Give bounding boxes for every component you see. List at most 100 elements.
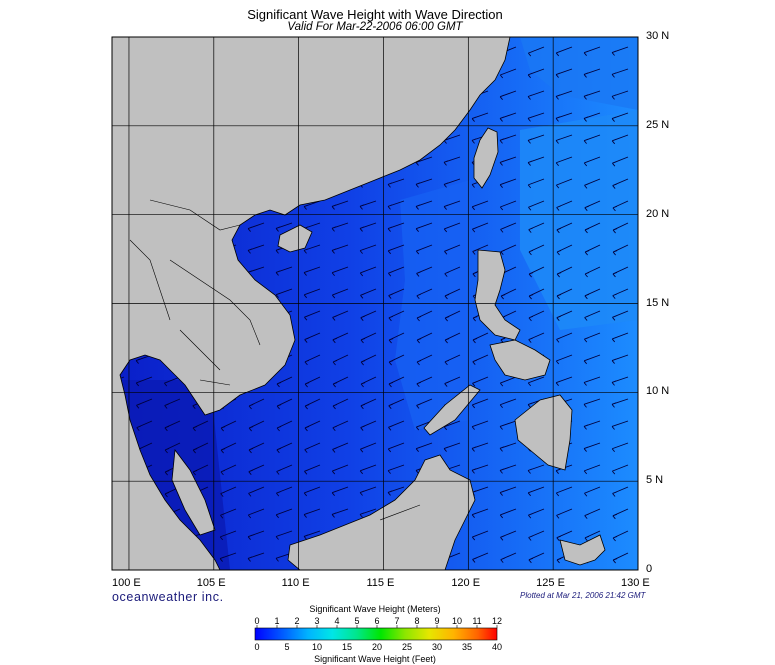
lon-label: 110 E bbox=[281, 577, 310, 589]
wave-arrow bbox=[248, 398, 265, 410]
wave-arrow bbox=[444, 376, 461, 387]
lat-label: 0 bbox=[646, 563, 653, 575]
wave-band-mid bbox=[395, 180, 470, 430]
wave-arrow bbox=[416, 266, 433, 277]
wave-arrow bbox=[275, 288, 293, 298]
wave-arrow bbox=[276, 464, 293, 475]
wave-arrow bbox=[584, 200, 601, 211]
wave-arrow bbox=[499, 112, 517, 122]
map-subtitle: Valid For Mar-22-2006 06:00 GMT bbox=[287, 21, 463, 33]
wave-arrow bbox=[555, 376, 573, 386]
wave-arrow bbox=[275, 508, 293, 519]
wave-arrow bbox=[499, 376, 517, 387]
wave-arrow bbox=[248, 464, 265, 476]
wave-arrow bbox=[219, 530, 237, 541]
colorbar-meters-tick-label: 3 bbox=[314, 616, 320, 626]
wave-arrow bbox=[584, 486, 601, 497]
wave-arrow bbox=[331, 200, 349, 210]
wave-arrow bbox=[612, 178, 629, 189]
wave-arrow bbox=[192, 464, 209, 476]
colorbar-meters-tick-label: 4 bbox=[334, 616, 340, 626]
wave-arrow bbox=[527, 112, 545, 122]
wave-arrow bbox=[136, 398, 153, 409]
wave-arrow bbox=[220, 486, 237, 497]
wave-arrow bbox=[304, 464, 321, 475]
wave-arrow bbox=[275, 266, 293, 276]
wave-arrow bbox=[415, 244, 433, 255]
wave-arrow bbox=[500, 530, 517, 541]
wave-arrow bbox=[388, 266, 405, 277]
wave-arrow bbox=[219, 552, 237, 562]
wave-arrow bbox=[359, 266, 377, 277]
colorbar-feet-tick-label: 35 bbox=[461, 642, 473, 652]
wave-arrow bbox=[332, 354, 349, 366]
wave-arrow bbox=[527, 134, 545, 144]
wave-band-high-north bbox=[520, 37, 638, 110]
wave-arrow bbox=[471, 398, 489, 409]
wave-arrow bbox=[359, 508, 377, 518]
lat-label: 5 N bbox=[646, 474, 664, 487]
colorbar-feet-tick-label: 30 bbox=[431, 642, 443, 652]
colorbar-feet-tick-label: 25 bbox=[401, 642, 413, 652]
wave-arrow bbox=[583, 332, 601, 343]
colorbar-meters-tick-label: 9 bbox=[434, 616, 440, 626]
wave-arrow bbox=[163, 376, 181, 387]
wave-arrow bbox=[303, 486, 321, 497]
wave-arrow bbox=[332, 310, 349, 321]
wave-arrow bbox=[360, 398, 377, 410]
wave-arrow bbox=[584, 288, 601, 300]
wave-arrow bbox=[471, 530, 489, 541]
wave-arrow bbox=[388, 332, 405, 344]
wave-arrow bbox=[136, 420, 153, 431]
wave-arrow bbox=[471, 200, 489, 211]
lon-label: 125 E bbox=[536, 577, 565, 589]
colorbar-meters-tick-label: 10 bbox=[451, 616, 463, 626]
wave-arrow bbox=[499, 464, 517, 474]
lat-label: 20 N bbox=[646, 207, 670, 220]
wave-arrow bbox=[359, 244, 377, 254]
land-palawan bbox=[423, 384, 481, 436]
wave-arrow bbox=[416, 332, 433, 344]
wave-arrow bbox=[555, 178, 573, 189]
wave-arrow bbox=[443, 156, 461, 166]
plotted-timestamp: Plotted at Mar 21, 2006 21:42 GMT bbox=[520, 591, 646, 600]
wave-arrow bbox=[583, 112, 601, 122]
wave-arrow bbox=[331, 222, 349, 232]
wave-arrow bbox=[611, 420, 629, 430]
wave-arrow bbox=[499, 398, 517, 409]
wave-arrow bbox=[471, 222, 489, 233]
wave-arrow bbox=[220, 442, 237, 454]
wave-arrow bbox=[556, 332, 573, 343]
wave-arrow bbox=[612, 266, 629, 278]
wave-arrow bbox=[387, 486, 405, 496]
wave-arrow bbox=[360, 442, 377, 453]
wave-arrow bbox=[527, 68, 545, 79]
land-malay-peninsula bbox=[171, 448, 216, 536]
wave-arrow bbox=[471, 508, 489, 518]
wave-arrow bbox=[248, 442, 265, 454]
wave-arrow bbox=[527, 376, 545, 387]
wave-arrow bbox=[612, 552, 629, 564]
wave-arrow bbox=[528, 244, 545, 256]
wave-arrow bbox=[528, 200, 545, 211]
wave-arrow bbox=[611, 46, 629, 56]
colorbar-gradient bbox=[254, 627, 498, 641]
wave-arrow bbox=[276, 442, 293, 454]
colorbar-feet-tick-label: 0 bbox=[254, 642, 260, 652]
wave-arrow bbox=[611, 112, 629, 122]
wave-arrow bbox=[611, 90, 629, 100]
wave-arrow bbox=[416, 398, 433, 409]
wave-arrow bbox=[584, 530, 601, 542]
wave-arrow bbox=[331, 288, 349, 299]
wave-arrow bbox=[332, 442, 349, 453]
wave-arrow bbox=[360, 332, 377, 344]
wave-arrow bbox=[611, 332, 629, 343]
colorbar-feet-tick-label: 15 bbox=[341, 642, 353, 652]
wave-arrow bbox=[612, 486, 629, 497]
wave-arrow bbox=[135, 376, 153, 387]
wave-arrow bbox=[472, 376, 489, 387]
wave-arrow bbox=[611, 68, 629, 78]
colorbar-meters-tick-label: 8 bbox=[414, 616, 420, 626]
wave-arrow bbox=[472, 552, 489, 563]
